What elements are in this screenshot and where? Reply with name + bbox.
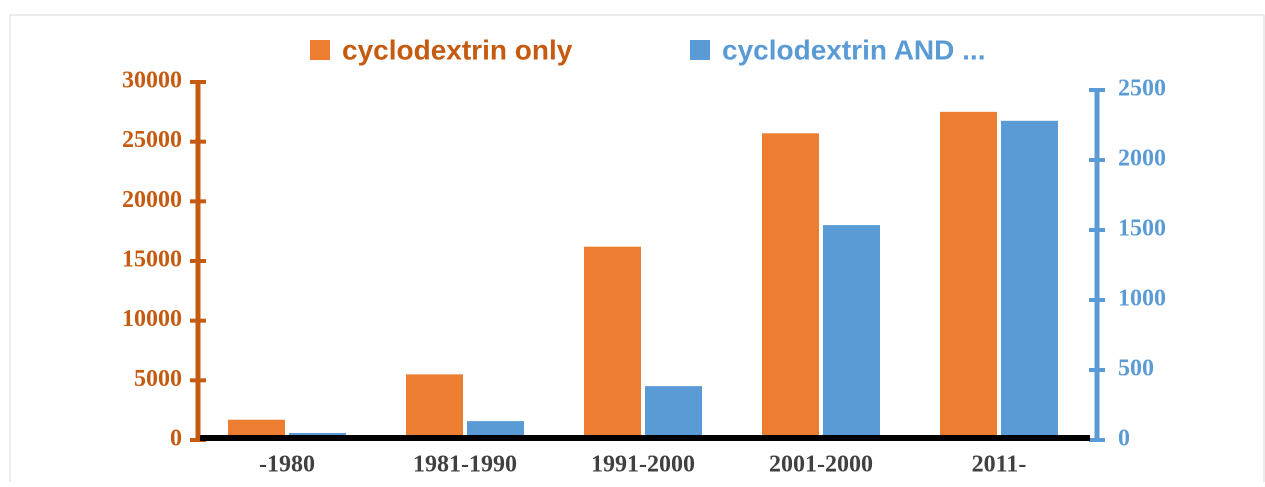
y2-tick-label: 2000 <box>1118 146 1166 172</box>
y2-tick-label: 1500 <box>1118 216 1166 242</box>
x-tick-label: 1981-1990 <box>413 452 517 478</box>
y-tick-label: 10000 <box>122 306 182 332</box>
bar <box>1001 120 1058 441</box>
x-tick-label: 1991-2000 <box>591 452 695 478</box>
y-tick-label: 20000 <box>122 187 182 213</box>
legend-swatch <box>690 40 710 60</box>
bar <box>940 111 997 440</box>
y-tick-label: 5000 <box>134 366 182 392</box>
y2-tick-label: 1000 <box>1118 286 1166 312</box>
y-tick-label: 30000 <box>122 68 182 94</box>
bar <box>584 246 641 440</box>
x-tick-label: 2011- <box>972 452 1027 478</box>
x-tick-label: -1980 <box>259 452 315 478</box>
legend-label: cyclodextrin only <box>342 34 573 65</box>
x-tick-label: 2001-2000 <box>769 452 873 478</box>
y2-tick-label: 500 <box>1118 356 1154 382</box>
legend-swatch <box>310 40 330 60</box>
y-tick-label: 25000 <box>122 127 182 153</box>
y2-tick-label: 2500 <box>1118 76 1166 102</box>
legend-label: cyclodextrin AND ... <box>722 34 985 65</box>
y-tick-label: 0 <box>170 426 182 452</box>
bar <box>823 225 880 440</box>
y2-tick-label: 0 <box>1118 426 1130 452</box>
bar <box>645 386 702 440</box>
bar <box>228 419 285 440</box>
bar <box>762 133 819 440</box>
y-tick-label: 15000 <box>122 247 182 273</box>
bar <box>406 374 463 440</box>
